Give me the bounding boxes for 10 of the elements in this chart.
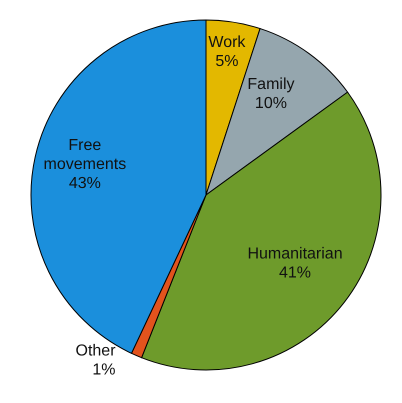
slice-label: Work — [208, 34, 246, 51]
slice-label: Family — [247, 76, 294, 93]
slice-label: Free movements — [44, 136, 126, 173]
data-label: 1% — [92, 360, 116, 378]
slice-label: Other — [76, 342, 116, 359]
data-label: 5% — [215, 52, 238, 70]
slice-label: Humanitarian — [247, 244, 343, 262]
data-label: 41% — [279, 264, 312, 281]
data-label: 10% — [254, 94, 287, 112]
data-label: 43% — [68, 174, 101, 192]
